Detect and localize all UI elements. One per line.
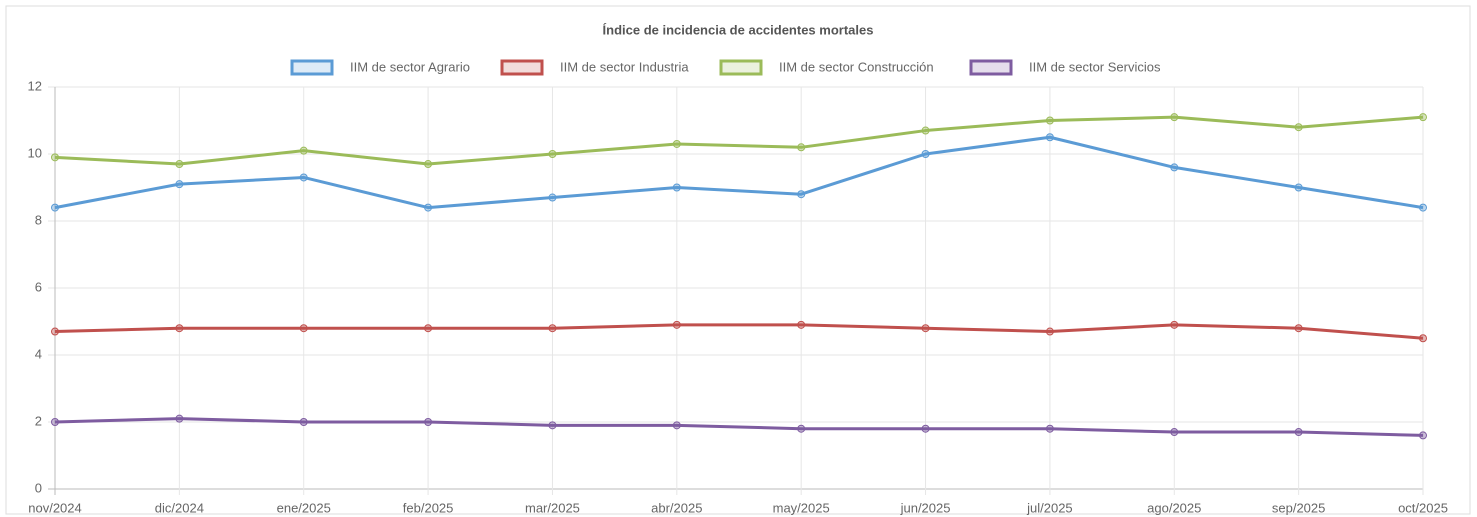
data-point xyxy=(175,180,184,189)
legend-label: IIM de sector Servicios xyxy=(1029,59,1161,74)
data-point xyxy=(51,203,59,212)
y-tick-label: 2 xyxy=(35,413,42,428)
x-tick-label: mar/2025 xyxy=(525,500,580,515)
data-point xyxy=(175,324,184,333)
chart-title: Índice de incidencia de accidentes morta… xyxy=(603,22,874,37)
x-tick-label: ago/2025 xyxy=(1147,500,1201,515)
y-tick-label: 12 xyxy=(28,78,42,93)
data-point xyxy=(672,183,681,192)
y-tick-label: 6 xyxy=(35,279,42,294)
x-tick-label: nov/2024 xyxy=(28,500,82,515)
data-point xyxy=(1294,183,1303,192)
data-point xyxy=(548,421,557,430)
data-point xyxy=(424,418,433,426)
data-point xyxy=(1419,113,1427,122)
data-point xyxy=(921,126,930,135)
y-tick-label: 0 xyxy=(35,480,42,495)
data-point xyxy=(548,324,557,333)
data-point xyxy=(1294,123,1303,132)
data-point xyxy=(1294,324,1303,333)
series-line xyxy=(54,115,1424,166)
data-point xyxy=(1170,163,1179,172)
data-point xyxy=(1170,428,1179,437)
y-tick-label: 4 xyxy=(35,346,42,361)
data-point xyxy=(51,327,59,336)
data-point xyxy=(1170,113,1179,122)
data-point xyxy=(672,421,681,430)
x-tick-label: may/2025 xyxy=(773,500,830,515)
legend-swatch xyxy=(500,59,544,76)
data-point xyxy=(1045,133,1054,142)
series-line xyxy=(54,135,1424,210)
data-point xyxy=(1045,327,1054,336)
x-tick-label: dic/2024 xyxy=(155,500,204,515)
data-point xyxy=(1419,334,1427,343)
legend-swatch xyxy=(290,59,334,76)
x-tick-label: oct/2025 xyxy=(1398,500,1448,515)
data-point xyxy=(1045,424,1054,433)
data-point xyxy=(51,153,59,162)
x-tick-label: jul/2025 xyxy=(1026,500,1073,515)
x-tick-label: sep/2025 xyxy=(1272,500,1326,515)
data-point xyxy=(1170,320,1179,329)
data-point xyxy=(797,190,806,199)
legend-swatch xyxy=(969,59,1013,76)
data-point xyxy=(921,150,930,158)
legend-label: IIM de sector Construcción xyxy=(779,59,934,74)
data-point xyxy=(1419,431,1427,440)
legend-swatch xyxy=(719,59,763,76)
x-tick-label: jun/2025 xyxy=(900,500,951,515)
data-point xyxy=(299,146,308,155)
data-point xyxy=(299,418,308,426)
x-tick-label: abr/2025 xyxy=(651,500,702,515)
series-line xyxy=(54,323,1424,340)
data-point xyxy=(797,424,806,433)
data-point xyxy=(424,160,433,169)
data-point xyxy=(299,173,308,182)
chart-frame xyxy=(5,5,1471,515)
data-point xyxy=(175,414,184,423)
data-point xyxy=(175,160,184,169)
data-point xyxy=(797,143,806,152)
y-tick-label: 10 xyxy=(28,145,42,160)
data-point xyxy=(548,150,557,158)
data-point xyxy=(424,203,433,212)
legend-label: IIM de sector Agrario xyxy=(350,59,470,74)
data-point xyxy=(51,418,59,426)
data-point xyxy=(299,324,308,333)
data-point xyxy=(672,320,681,329)
data-point xyxy=(424,324,433,333)
data-point xyxy=(1294,428,1303,437)
data-point xyxy=(797,320,806,329)
y-tick-label: 8 xyxy=(35,212,42,227)
x-tick-label: ene/2025 xyxy=(277,500,331,515)
legend-label: IIM de sector Industria xyxy=(560,59,689,74)
data-point xyxy=(921,324,930,333)
data-point xyxy=(921,424,930,433)
data-point xyxy=(672,139,681,148)
data-point xyxy=(1045,116,1054,125)
data-point xyxy=(548,193,557,202)
series-line xyxy=(54,417,1424,437)
data-point xyxy=(1419,203,1427,212)
x-tick-label: feb/2025 xyxy=(403,500,454,515)
